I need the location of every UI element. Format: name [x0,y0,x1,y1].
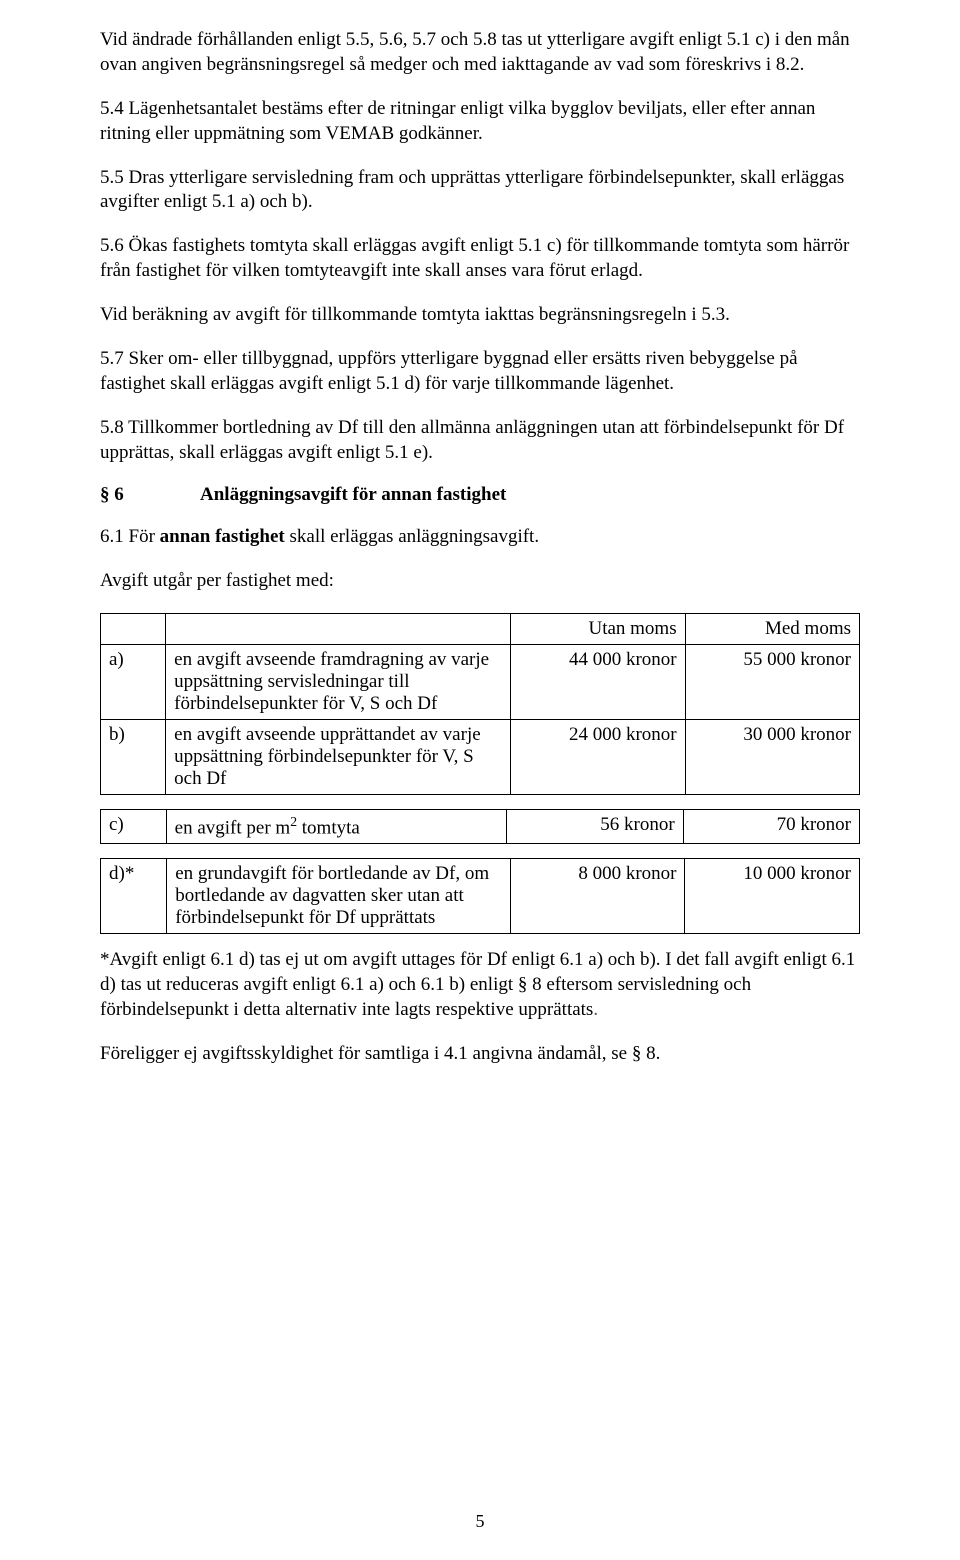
row-a-med: 55 000 kronor [685,645,859,720]
text-6-1-bold: annan fastighet [160,526,285,547]
row-b-desc: en avgift avseende upprättandet av varje… [166,720,511,795]
row-c-desc: en avgift per m2 tomtyta [166,810,507,844]
fees-table-c: c) en avgift per m2 tomtyta 56 kronor 70… [100,809,860,844]
paragraph-5-intro: Vid ändrade förhållanden enligt 5.5, 5.6… [100,28,860,78]
footnote-1-dot: . [593,999,598,1020]
row-c-desc-pre: en avgift per m [175,817,291,838]
row-a-label: a) [101,645,166,720]
row-a-desc: en avgift avseende framdragning av varje… [166,645,511,720]
header-utan-moms: Utan moms [511,614,685,645]
table-row: d)* en grundavgift för bortledande av Df… [101,859,860,934]
section-6-title: Anläggningsavgift för annan fastighet [200,484,506,506]
text-6-1-post: skall erläggas anläggningsavgift. [285,526,539,547]
row-d-med: 10 000 kronor [685,859,860,934]
fees-table-d: d)* en grundavgift för bortledande av Df… [100,858,860,934]
table-row: b) en avgift avseende upprättandet av va… [101,720,860,795]
paragraph-5-4: 5.4 Lägenhetsantalet bestäms efter de ri… [100,97,860,147]
row-d-utan: 8 000 kronor [511,859,685,934]
row-a-utan: 44 000 kronor [511,645,685,720]
paragraph-5-6b: Vid beräkning av avgift för tillkommande… [100,303,860,328]
fees-table-main: Utan moms Med moms a) en avgift avseende… [100,613,860,795]
paragraph-6-1: 6.1 För annan fastighet skall erläggas a… [100,525,860,550]
paragraph-fee-intro: Avgift utgår per fastighet med: [100,569,860,594]
row-c-desc-sup: 2 [290,814,297,829]
text-6-1-pre: 6.1 För [100,526,160,547]
footnote-1-text: *Avgift enligt 6.1 d) tas ej ut om avgif… [100,949,855,1020]
header-med-moms: Med moms [685,614,859,645]
paragraph-5-8: 5.8 Tillkommer bortledning av Df till de… [100,416,860,466]
row-c-med: 70 kronor [683,810,859,844]
table-row: a) en avgift avseende framdragning av va… [101,645,860,720]
footnote-2: Föreligger ej avgiftsskyldighet för samt… [100,1042,860,1067]
heading-section-6: § 6 Anläggningsavgift för annan fastighe… [100,484,860,506]
paragraph-5-7: 5.7 Sker om- eller tillbyggnad, uppförs … [100,347,860,397]
row-b-utan: 24 000 kronor [511,720,685,795]
row-b-med: 30 000 kronor [685,720,859,795]
page-number: 5 [0,1511,960,1532]
row-d-label: d)* [101,859,167,934]
paragraph-5-5: 5.5 Dras ytterligare servisledning fram … [100,166,860,216]
row-b-label: b) [101,720,166,795]
table-row: c) en avgift per m2 tomtyta 56 kronor 70… [101,810,860,844]
row-d-desc: en grundavgift för bortledande av Df, om… [167,859,511,934]
header-empty-2 [166,614,511,645]
header-empty-1 [101,614,166,645]
row-c-desc-post: tomtyta [297,817,360,838]
row-c-utan: 56 kronor [507,810,683,844]
row-c-label: c) [101,810,167,844]
table-header-row: Utan moms Med moms [101,614,860,645]
paragraph-5-6: 5.6 Ökas fastighets tomtyta skall erlägg… [100,234,860,284]
footnote-1: *Avgift enligt 6.1 d) tas ej ut om avgif… [100,948,860,1023]
section-6-number: § 6 [100,484,200,506]
